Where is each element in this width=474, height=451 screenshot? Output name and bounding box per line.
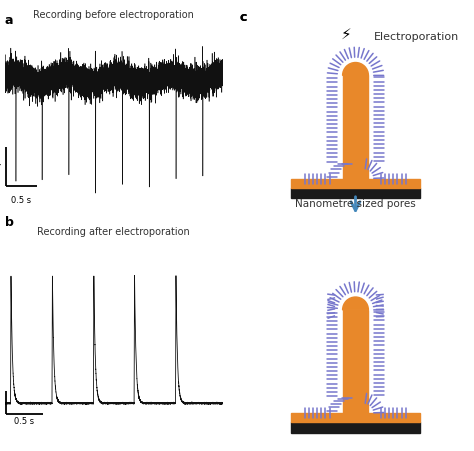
Title: Recording before electroporation: Recording before electroporation — [33, 10, 194, 20]
Bar — [291, 422, 420, 433]
Text: a: a — [5, 14, 13, 27]
Bar — [291, 413, 420, 422]
Bar — [343, 310, 368, 413]
Bar — [291, 188, 420, 198]
Text: b: b — [5, 216, 14, 230]
Text: ⚡: ⚡ — [341, 27, 352, 42]
Text: Nanometre sized pores: Nanometre sized pores — [295, 199, 416, 209]
Text: Electroporation: Electroporation — [374, 32, 459, 41]
Text: 5 mV: 5 mV — [0, 391, 2, 413]
Bar — [291, 179, 420, 188]
Bar — [343, 75, 368, 179]
Text: c: c — [239, 11, 247, 24]
Text: 50 μV: 50 μV — [0, 154, 2, 179]
Text: 0.5 s: 0.5 s — [11, 196, 32, 205]
Text: c: c — [239, 11, 247, 24]
Title: Recording after electroporation: Recording after electroporation — [37, 227, 190, 237]
Text: 0.5 s: 0.5 s — [14, 417, 35, 426]
Wedge shape — [343, 297, 368, 310]
Wedge shape — [343, 63, 368, 75]
